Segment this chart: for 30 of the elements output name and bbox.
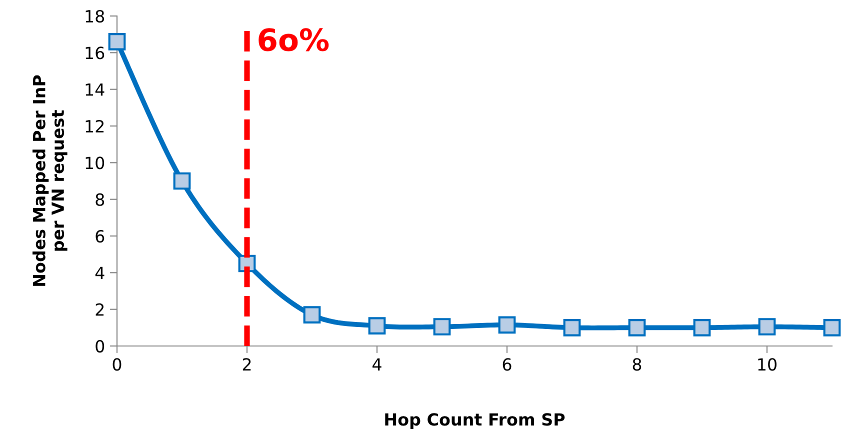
point — [433, 318, 451, 336]
y-tick-label: 10 — [86, 156, 104, 170]
point — [498, 316, 516, 334]
y-tick-label: 2 — [96, 303, 104, 316]
point — [628, 318, 646, 336]
x-tick-label: 2 — [242, 358, 251, 370]
point — [693, 318, 711, 336]
y-tick-label: 16 — [86, 46, 104, 60]
point — [823, 318, 841, 336]
x-tick-label: 6 — [502, 358, 512, 371]
y-axis-title: Nodes Mapped Per InP per VN request — [32, 75, 68, 286]
y-tick-label: 18 — [86, 10, 104, 23]
point — [303, 306, 321, 324]
point — [758, 318, 776, 336]
ref-line-label: 6o% — [258, 28, 329, 52]
y-tick-label: 4 — [95, 266, 104, 279]
y-tick-label: 8 — [96, 193, 104, 206]
y-tick-label: 6 — [96, 230, 104, 243]
point — [563, 318, 581, 336]
x-axis-title: Hop Count From SP — [385, 413, 565, 429]
x-tick-label: 4 — [372, 358, 382, 370]
y-tick-label: 12 — [86, 120, 104, 132]
point — [368, 317, 386, 335]
x-tick-label: 0 — [112, 358, 122, 371]
point — [108, 32, 126, 50]
x-tick-label: 8 — [632, 358, 642, 371]
y-tick-label: 14 — [86, 84, 104, 96]
y-tick-label: 0 — [96, 340, 104, 353]
point — [173, 172, 191, 190]
x-tick-label: 10 — [758, 358, 776, 371]
